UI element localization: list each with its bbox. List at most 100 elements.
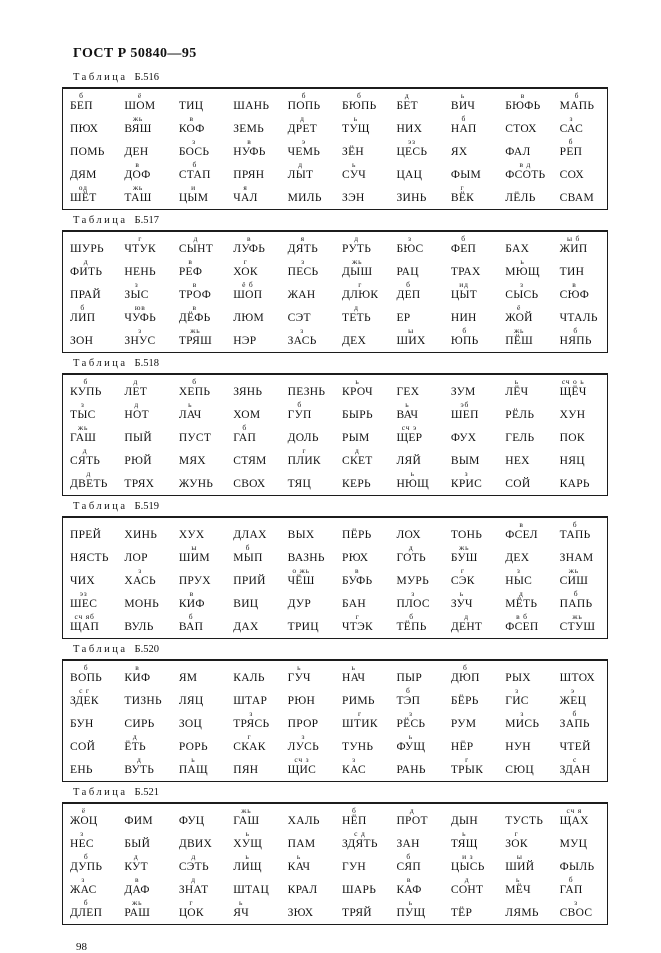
cell-word: ТЁР xyxy=(450,907,473,919)
cell-word: ПЮХ xyxy=(70,123,99,135)
table-cell: з БЮС xyxy=(389,234,443,257)
cell-superscript xyxy=(179,470,213,478)
cell-superscript: б xyxy=(351,806,357,815)
cell-superscript: ь xyxy=(351,663,356,672)
cell-superscript: з xyxy=(574,898,578,907)
cell-superscript: в б xyxy=(516,612,528,621)
cell-superscript xyxy=(179,92,204,100)
table-cell: ПЁРЬ xyxy=(335,520,389,543)
syllable: д ЗНАТ xyxy=(179,876,209,897)
table-cell: д КУТ xyxy=(117,852,171,875)
cell-word: СЯТЬ xyxy=(70,455,101,467)
cell-superscript: сч э xyxy=(401,423,418,432)
table-cell: ь ПУЩ xyxy=(389,898,443,921)
cell-superscript: б xyxy=(574,91,580,100)
cell-word: СЮЦ xyxy=(505,764,534,776)
syllable: б ТАПЬ xyxy=(560,521,591,542)
cell-word: ШТОХ xyxy=(559,672,596,684)
table-cell: НИН xyxy=(444,303,498,326)
table-cell: г ТРЫК xyxy=(444,755,498,778)
table-cell: б ТЭП xyxy=(389,686,443,709)
syllable: НЕНЬ xyxy=(124,258,155,278)
cell-superscript: д xyxy=(82,446,88,455)
table-cell: эб ШЕП xyxy=(444,400,498,423)
table-cell: НУН xyxy=(498,732,552,755)
syllable: ь ХУЩ xyxy=(233,830,262,851)
cell-word: ЗАПЬ xyxy=(559,718,590,730)
cell-superscript xyxy=(179,830,212,838)
syllable: РАЦ xyxy=(396,258,418,278)
cell-superscript: в xyxy=(134,875,140,884)
cell-superscript: ё xyxy=(137,91,142,100)
syllable: ХАЛЬ xyxy=(288,807,320,827)
cell-word: ВЫМ xyxy=(450,455,480,467)
table-cell: в ЛУФЬ xyxy=(226,234,280,257)
cell-superscript: з xyxy=(519,280,524,289)
table-cell: ПРЕЙ xyxy=(63,520,117,543)
table-cell: б БЮПЬ xyxy=(335,91,389,114)
cell-superscript: д xyxy=(83,257,89,266)
cell-superscript: б xyxy=(409,612,414,621)
cell-superscript: ь xyxy=(459,589,464,598)
table-cell: ид ЦЫТ xyxy=(444,280,498,303)
table-caption: Таблица Б.521 xyxy=(73,786,608,799)
table-cell: в БЮФЬ xyxy=(498,91,552,114)
table-cell: б НЯПЬ xyxy=(553,326,607,349)
cell-word: ЗОЦ xyxy=(178,718,203,730)
cell-word: ТИЗНЬ xyxy=(124,695,162,707)
syllable: ДЯМ xyxy=(70,161,97,181)
syllable: б СЯП xyxy=(396,853,421,874)
cell-superscript xyxy=(124,613,153,621)
table-cell: МЯХ xyxy=(172,446,226,469)
cell-superscript xyxy=(70,567,95,575)
cell-superscript: з xyxy=(249,709,254,718)
cell-superscript: эб xyxy=(460,400,470,409)
cell-word: ФИМ xyxy=(124,815,153,827)
cell-superscript xyxy=(124,544,147,552)
table-cell: в СЮФ xyxy=(553,280,607,303)
cell-superscript xyxy=(505,424,534,432)
table-cell: д НОТ xyxy=(117,400,171,423)
syllable: з БЮС xyxy=(396,235,423,256)
cell-word: СТОХ xyxy=(505,123,537,135)
cell-superscript xyxy=(124,258,155,266)
syllable: ВАЗНЬ xyxy=(288,544,325,564)
syllable: д СКЕТ xyxy=(342,447,373,468)
table-cell: ШТОХ xyxy=(553,663,607,686)
cell-word: РУТЬ xyxy=(342,243,372,255)
table-cell: ХУХ xyxy=(172,520,226,543)
cell-superscript xyxy=(451,733,474,741)
table-cell: в ТРОФ xyxy=(172,280,226,303)
cell-superscript: б xyxy=(80,303,85,312)
table-cell: ДЛАХ xyxy=(226,520,280,543)
cell-superscript xyxy=(505,447,530,455)
cell-superscript xyxy=(70,733,95,741)
syllable: ь СУЧ xyxy=(342,161,366,182)
syllable: ШАНЬ xyxy=(233,92,269,112)
cell-superscript: д xyxy=(133,852,139,861)
cell-word: ВЁК xyxy=(450,192,475,204)
cell-word: НИН xyxy=(450,312,477,324)
syllable: ХОМ xyxy=(233,401,260,421)
table-cell: жь СТУШ xyxy=(553,612,607,635)
cell-word: РЁЛЬ xyxy=(505,409,535,421)
table-cell: ФЫЛЬ xyxy=(553,852,607,875)
cell-superscript: жь xyxy=(78,423,89,432)
cell-word: ШИМ xyxy=(178,552,210,564)
cell-word: ТУНЬ xyxy=(342,741,374,753)
cell-superscript xyxy=(342,853,366,861)
cell-superscript xyxy=(179,567,211,575)
syllable: б КУПЬ xyxy=(70,378,102,399)
table-cell: БЁРЬ xyxy=(444,686,498,709)
syllable: жь БУШ xyxy=(451,544,478,565)
syllable: ДЕХ xyxy=(342,327,366,347)
syllable: СИРЬ xyxy=(124,710,154,730)
table-cell: ь КРОЧ xyxy=(335,377,389,400)
cell-superscript: б xyxy=(356,91,362,100)
cell-word: РАШ xyxy=(124,907,151,919)
cell-superscript xyxy=(451,258,481,266)
table-caption-number: Б.521 xyxy=(134,787,159,798)
cell-superscript: б xyxy=(573,589,579,598)
cell-word: ЗДЯТЬ xyxy=(342,838,378,850)
cell-superscript xyxy=(505,756,534,764)
